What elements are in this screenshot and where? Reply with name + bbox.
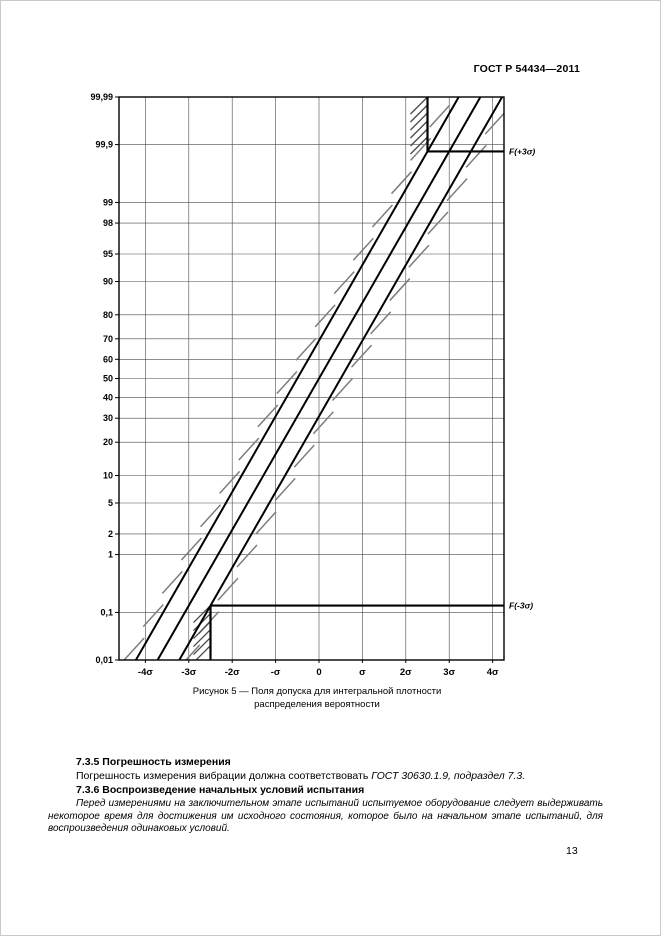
figure-caption: Рисунок 5 — Поля допуска для интегрально… xyxy=(1,685,633,711)
svg-text:-3σ: -3σ xyxy=(181,667,196,678)
svg-text:80: 80 xyxy=(103,310,113,320)
tolerance-hatching-icon xyxy=(123,104,504,660)
section-7-3-5-text: Погрешность измерения вибрации должна со… xyxy=(76,770,372,782)
boundary-lines xyxy=(209,97,504,660)
section-7-3-6-paragraph: Перед измерениями на заключительном этап… xyxy=(48,798,603,834)
svg-text:40: 40 xyxy=(103,393,113,403)
svg-text:0,01: 0,01 xyxy=(95,655,113,665)
svg-text:1: 1 xyxy=(108,550,113,560)
section-7-3-5-paragraph: Погрешность измерения вибрации должна со… xyxy=(61,769,603,783)
f-plus-3sigma-label: F(+3σ) xyxy=(509,146,535,156)
svg-text:99,99: 99,99 xyxy=(90,92,113,102)
svg-text:10: 10 xyxy=(103,471,113,481)
svg-text:-4σ: -4σ xyxy=(138,667,153,678)
svg-text:98: 98 xyxy=(103,218,113,228)
figure-caption-line1: Рисунок 5 — Поля допуска для интегрально… xyxy=(192,686,442,697)
f-minus-3sigma-label: F(-3σ) xyxy=(509,601,533,611)
svg-text:-σ: -σ xyxy=(271,667,281,678)
svg-text:99,9: 99,9 xyxy=(95,140,113,150)
tolerance-band xyxy=(123,97,504,660)
y-axis-labels: 99,99 99,9 99 98 95 90 80 70 60 50 40 30 20 10 5 2 1 0,1 0… xyxy=(90,92,119,665)
svg-text:-2σ: -2σ xyxy=(225,667,240,678)
svg-text:20: 20 xyxy=(103,437,113,447)
nominal-cdf-line xyxy=(156,97,482,660)
svg-text:30: 30 xyxy=(103,413,113,423)
svg-text:0,1: 0,1 xyxy=(100,607,113,617)
svg-text:5: 5 xyxy=(108,498,113,508)
svg-text:60: 60 xyxy=(103,354,113,364)
svg-text:2σ: 2σ xyxy=(400,667,412,678)
body-text: 7.3.5 Погрешность измерения Погрешность … xyxy=(48,755,603,836)
tolerance-left-line xyxy=(134,97,460,660)
svg-text:2: 2 xyxy=(108,529,113,539)
boundary-labels: F(+3σ) F(-3σ) xyxy=(509,146,535,610)
svg-text:4σ: 4σ xyxy=(487,667,499,678)
section-7-3-5-heading: 7.3.5 Погрешность измерения xyxy=(76,756,231,768)
gost-reference: ГОСТ 30630.1.9, подраздел 7.3. xyxy=(371,770,526,782)
svg-text:50: 50 xyxy=(103,374,113,384)
boundary-hatching-icon xyxy=(193,97,428,660)
distribution-lines xyxy=(134,97,504,660)
svg-text:90: 90 xyxy=(103,276,113,286)
svg-text:95: 95 xyxy=(103,249,113,259)
section-7-3-6-heading: 7.3.6 Воспроизведение начальных условий … xyxy=(76,784,365,796)
document-number: ГОСТ Р 54434—2011 xyxy=(473,63,580,75)
x-axis-labels: -4σ -3σ -2σ -σ 0 σ 2σ 3σ 4σ xyxy=(138,660,499,678)
svg-text:0: 0 xyxy=(316,667,321,678)
figure-caption-line2: распределения вероятности xyxy=(254,699,380,710)
page-number: 13 xyxy=(566,845,578,857)
figure5-probability-chart: F(+3σ)F(-3σ)-4σ -3σ -2σ -σ 0 σ 2σ 3σ 4σ99,9999,9… xyxy=(90,92,535,678)
svg-text:99: 99 xyxy=(103,197,113,207)
gridlines xyxy=(119,96,504,661)
svg-text:70: 70 xyxy=(103,334,113,344)
svg-text:σ: σ xyxy=(359,667,366,678)
tolerance-right-line xyxy=(178,97,504,660)
svg-text:3σ: 3σ xyxy=(443,667,455,678)
